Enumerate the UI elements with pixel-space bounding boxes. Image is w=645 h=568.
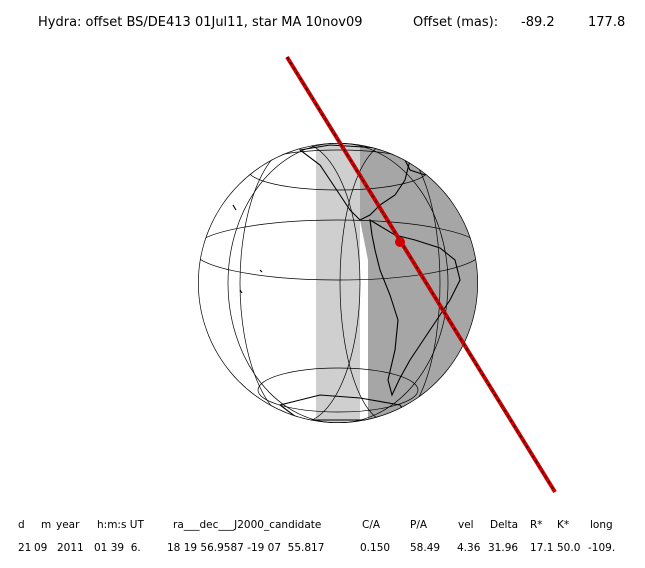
cell: 58.49 — [410, 542, 440, 554]
col-header: Delta — [490, 519, 518, 531]
cell: 21 — [18, 542, 31, 554]
night-shade — [360, 143, 478, 423]
col-header: h:m:s UT — [97, 519, 144, 531]
shadow-centerline — [286, 56, 556, 493]
col-header: C/A — [362, 519, 381, 531]
cell: 0.150 — [360, 542, 390, 554]
col-header: m — [41, 519, 51, 531]
cell: 50.0 — [557, 542, 580, 554]
table-row: 21 09 2011 01 39 6. 18 19 56.9587 -19 07… — [18, 542, 615, 554]
cell: 17.1 — [530, 542, 553, 554]
cell: 2011 — [57, 542, 84, 554]
globe — [198, 143, 478, 423]
col-header: R* — [530, 519, 543, 531]
offset-label: Offset (mas): — [413, 15, 498, 30]
graticule — [198, 143, 478, 423]
col-header: d — [18, 519, 25, 531]
title: Hydra: offset BS/DE413 01Jul11, star MA … — [38, 15, 363, 30]
col-header: P/A — [410, 519, 428, 531]
offset-value: -89.2 — [521, 15, 555, 30]
cell: 31.96 — [488, 542, 518, 554]
penumbra-shade — [316, 143, 360, 423]
col-header: long — [590, 519, 613, 531]
cell: 09 — [34, 542, 47, 554]
table-header: d m year h:m:s UT ra___dec___J2000_candi… — [18, 519, 613, 531]
closest-approach — [395, 237, 405, 247]
cell: 4.36 — [457, 542, 481, 554]
cell: 18 19 56.9587 -19 07 55.817 — [167, 542, 324, 554]
cell: -109. — [588, 542, 615, 554]
col-header: ra___dec___J2000_candidate — [173, 519, 321, 531]
cell: 01 39 6. — [94, 542, 141, 554]
col-header: year — [56, 519, 80, 531]
col-header: K* — [557, 519, 569, 531]
offset-value: 177.8 — [588, 15, 625, 30]
col-header: vel — [458, 519, 474, 531]
